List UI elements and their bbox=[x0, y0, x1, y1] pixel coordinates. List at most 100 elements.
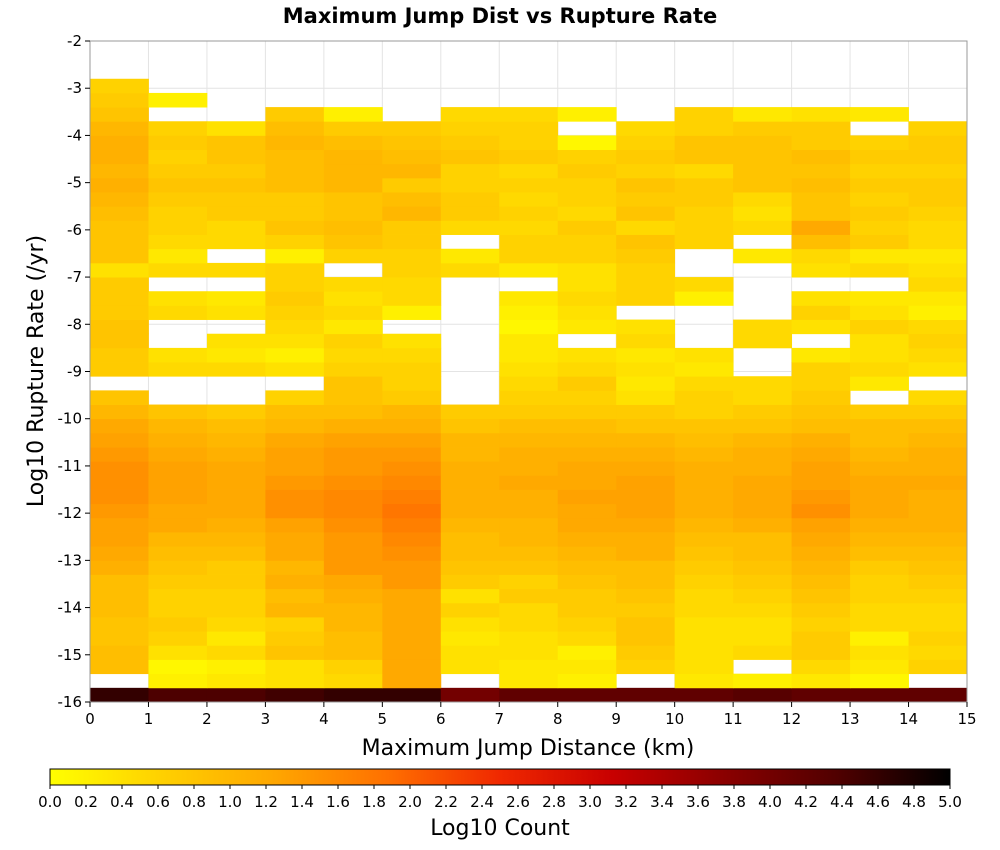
colorbar-tick-label: 3.8 bbox=[722, 793, 746, 811]
heatmap-cell bbox=[499, 687, 559, 703]
heatmap-cell bbox=[265, 517, 325, 533]
heatmap-cell bbox=[616, 163, 676, 179]
heatmap-cell bbox=[499, 262, 559, 278]
heatmap-cell bbox=[616, 631, 676, 646]
heatmap-cell bbox=[791, 376, 851, 391]
heatmap-cell bbox=[733, 645, 792, 660]
x-tick-label: 13 bbox=[841, 710, 860, 728]
heatmap-cell bbox=[323, 376, 383, 391]
heatmap-cell bbox=[265, 602, 325, 618]
heatmap-cell bbox=[557, 404, 617, 420]
heatmap-cell bbox=[791, 362, 851, 377]
heatmap-cell bbox=[499, 305, 559, 320]
heatmap-cell bbox=[440, 532, 500, 547]
heatmap-cell bbox=[148, 234, 208, 250]
heatmap-cell bbox=[440, 432, 500, 448]
heatmap-cell bbox=[323, 135, 383, 150]
heatmap-cell bbox=[908, 121, 968, 136]
heatmap-cell bbox=[265, 347, 325, 363]
heatmap-cell bbox=[791, 319, 851, 335]
y-tick-label: -8 bbox=[67, 315, 82, 333]
heatmap-cell bbox=[674, 645, 734, 660]
heatmap-cell bbox=[674, 588, 734, 604]
heatmap-cell bbox=[382, 574, 442, 590]
heatmap-cell bbox=[382, 418, 442, 434]
heatmap-cell bbox=[674, 390, 734, 405]
heatmap-cell bbox=[90, 206, 149, 221]
heatmap-cell bbox=[499, 645, 559, 660]
heatmap-cell bbox=[90, 262, 149, 278]
heatmap-cell bbox=[616, 347, 676, 363]
heatmap-cell bbox=[499, 602, 559, 618]
heatmap-cell bbox=[733, 163, 792, 179]
heatmap-cell bbox=[908, 404, 968, 420]
heatmap-cell bbox=[908, 418, 968, 434]
heatmap-cell bbox=[499, 503, 559, 519]
heatmap-cell bbox=[850, 687, 909, 703]
heatmap-cell bbox=[850, 617, 909, 632]
heatmap-cell bbox=[499, 220, 559, 235]
heatmap-cell bbox=[791, 687, 851, 703]
heatmap-cell bbox=[499, 461, 559, 476]
heatmap-cell bbox=[674, 362, 734, 377]
heatmap-cell bbox=[148, 291, 208, 306]
heatmap-cell bbox=[382, 489, 442, 505]
heatmap-cell bbox=[733, 631, 792, 646]
heatmap-cell bbox=[90, 135, 149, 150]
heatmap-cell bbox=[791, 503, 851, 519]
heatmap-cell bbox=[850, 503, 909, 519]
heatmap-cell bbox=[148, 687, 208, 703]
heatmap-cell bbox=[206, 163, 266, 179]
heatmap-cell bbox=[674, 107, 734, 122]
heatmap-cell bbox=[791, 560, 851, 575]
heatmap-cell bbox=[908, 248, 968, 264]
heatmap-cell bbox=[908, 220, 968, 235]
heatmap-cell bbox=[265, 461, 325, 476]
heatmap-cell bbox=[323, 163, 383, 179]
heatmap-cell bbox=[674, 347, 734, 363]
y-tick-label: -10 bbox=[58, 410, 83, 428]
heatmap-cell bbox=[733, 447, 792, 462]
heatmap-cell bbox=[557, 517, 617, 533]
heatmap-cell bbox=[557, 475, 617, 490]
heatmap-cell bbox=[265, 362, 325, 377]
heatmap-cell bbox=[850, 220, 909, 235]
heatmap-cell bbox=[323, 333, 383, 349]
heatmap-cell bbox=[440, 149, 500, 165]
x-tick-label: 12 bbox=[782, 710, 801, 728]
colorbar-tick-label: 5.0 bbox=[938, 793, 962, 811]
heatmap-cell bbox=[674, 574, 734, 590]
heatmap-cell bbox=[265, 432, 325, 448]
heatmap-cell bbox=[557, 673, 617, 689]
heatmap-cell bbox=[499, 574, 559, 590]
colorbar-tick-label: 4.0 bbox=[758, 793, 782, 811]
heatmap-cell bbox=[557, 602, 617, 618]
heatmap-cell bbox=[850, 546, 909, 561]
heatmap-cell bbox=[908, 319, 968, 335]
colorbar-tick-label: 0.8 bbox=[182, 793, 206, 811]
heatmap-cell bbox=[265, 248, 325, 264]
heatmap-cell bbox=[908, 432, 968, 448]
heatmap-cell bbox=[791, 220, 851, 235]
heatmap-cell bbox=[206, 673, 266, 689]
heatmap-cell bbox=[733, 602, 792, 618]
heatmap-cell bbox=[557, 305, 617, 320]
heatmap-cell bbox=[499, 121, 559, 136]
heatmap-cell bbox=[499, 234, 559, 250]
y-tick-label: -7 bbox=[67, 268, 82, 286]
heatmap-cell bbox=[733, 588, 792, 604]
heatmap-cell bbox=[148, 248, 208, 264]
heatmap-cell bbox=[557, 659, 617, 675]
heatmap-cell bbox=[616, 432, 676, 448]
heatmap-cell bbox=[733, 220, 792, 235]
heatmap-cell bbox=[557, 192, 617, 207]
heatmap-cell bbox=[206, 347, 266, 363]
heatmap-cell bbox=[90, 517, 149, 533]
heatmap-cell bbox=[206, 517, 266, 533]
heatmap-cell bbox=[733, 192, 792, 207]
heatmap-cell bbox=[499, 192, 559, 207]
heatmap-cell bbox=[674, 277, 734, 292]
heatmap-cell bbox=[382, 305, 442, 320]
heatmap-cell bbox=[90, 92, 149, 108]
